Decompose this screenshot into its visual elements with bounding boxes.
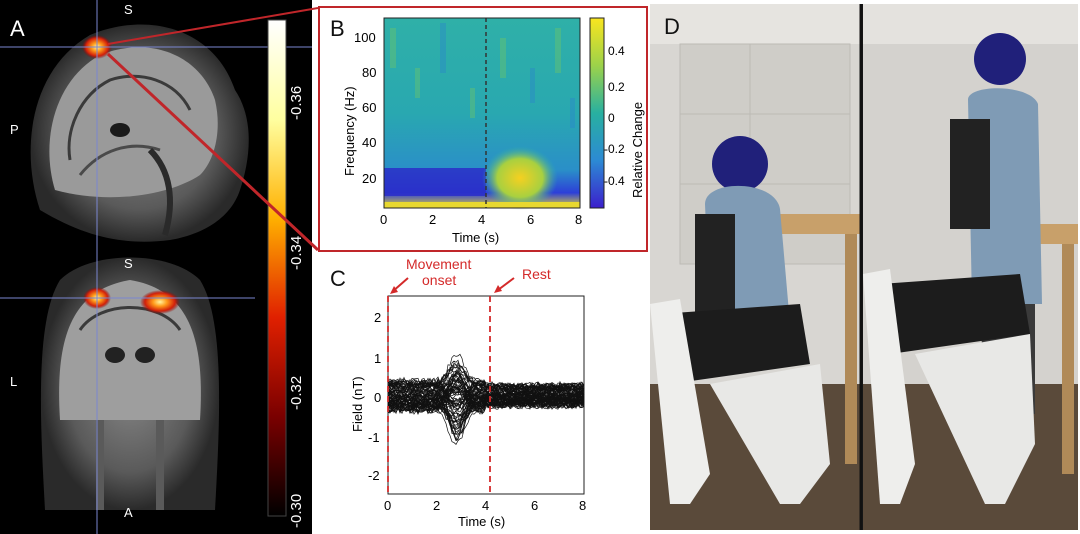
- c-xtick-6: 6: [531, 498, 539, 513]
- colorbar-a-tick-4: -0.30: [288, 493, 305, 528]
- annotation-rest: Rest: [522, 266, 551, 282]
- colorbar-a: [267, 19, 287, 517]
- sagittal-slice: [0, 0, 312, 255]
- panel-b-spectrogram: B 20 40 60 80 100 0 2 4 6 8 Time (s) Fre…: [318, 6, 648, 252]
- panel-label-c: C: [330, 266, 346, 291]
- b-cbar-tick-5: -0.4: [604, 174, 625, 188]
- panel-a-mri: A S P S L A -0.36 -0.34 -0.32 -0.30: [0, 0, 312, 534]
- panel-label-d: D: [664, 14, 680, 39]
- c-ytick-m2: -2: [368, 468, 380, 483]
- photo-seated-participant: [650, 4, 860, 530]
- field-trace: [387, 394, 585, 435]
- orient-label-p: P: [10, 122, 19, 137]
- b-ytick-80: 80: [362, 65, 377, 80]
- b-xtick-0: 0: [380, 212, 388, 227]
- annotation-movement-1: Movement: [406, 256, 472, 272]
- b-ytick-60: 60: [362, 100, 377, 115]
- b-colorbar-label: Relative Change: [630, 101, 645, 198]
- c-xtick-8: 8: [579, 498, 587, 513]
- c-xtick-2: 2: [433, 498, 441, 513]
- b-cbar-tick-4: -0.2: [604, 142, 625, 156]
- c-ytick-1: 1: [374, 351, 382, 366]
- photo-standing-participant: [863, 4, 1078, 530]
- panel-label-b: B: [330, 16, 345, 41]
- c-ytick-2: 2: [374, 310, 382, 325]
- orient-label-a: A: [124, 505, 133, 520]
- b-ytick-100: 100: [354, 30, 376, 45]
- b-xtick-8: 8: [575, 212, 583, 227]
- b-ylabel: Frequency (Hz): [342, 86, 357, 176]
- b-cbar-tick-1: 0.4: [608, 44, 625, 58]
- c-ylabel: Field (nT): [350, 376, 365, 432]
- c-xtick-4: 4: [482, 498, 490, 513]
- colorbar-a-tick-3: -0.32: [288, 375, 305, 410]
- field-trace: [387, 386, 585, 405]
- b-cbar-tick-3: 0: [608, 111, 615, 125]
- b-xtick-6: 6: [527, 212, 535, 227]
- panel-d-photos: D: [650, 4, 1078, 530]
- c-ytick-0: 0: [374, 390, 382, 405]
- field-trace: [387, 380, 585, 393]
- c-ytick-m1: -1: [368, 430, 380, 445]
- b-xtick-4: 4: [478, 212, 486, 227]
- b-xlabel: Time (s): [452, 230, 500, 245]
- field-trace: [387, 370, 585, 390]
- orient-label-l: L: [10, 374, 18, 389]
- spectrogram-graphics: [383, 17, 605, 210]
- setup-photos: [650, 4, 1078, 530]
- c-xlabel: Time (s): [458, 514, 506, 529]
- mri-graphics: [0, 0, 312, 534]
- spectrogram-texture: [390, 23, 575, 128]
- coronal-slice: [0, 255, 255, 534]
- field-trace: [387, 385, 585, 415]
- c-xtick-0: 0: [384, 498, 392, 513]
- orient-label-s-sagittal: S: [124, 2, 133, 17]
- panel-label-a: A: [10, 16, 25, 41]
- orient-label-s-coronal: S: [124, 256, 133, 271]
- panel-c-field-traces: C Movement onset Rest 2 1 0 -1 -2 0 2 4 …: [318, 256, 648, 530]
- annotation-movement-2: onset: [422, 272, 457, 288]
- b-ytick-20: 20: [362, 171, 377, 186]
- colorbar-a-tick-1: -0.36: [288, 85, 305, 120]
- activation-blob-right: [140, 290, 180, 314]
- b-xtick-2: 2: [429, 212, 437, 227]
- b-ytick-40: 40: [362, 135, 377, 150]
- b-cbar-tick-2: 0.2: [608, 80, 625, 94]
- trace-lines: [387, 353, 585, 445]
- field-trace: [387, 359, 585, 393]
- field-traces-graphics: [387, 277, 585, 495]
- field-trace: [387, 392, 585, 409]
- colorbar-a-tick-2: -0.34: [288, 235, 305, 270]
